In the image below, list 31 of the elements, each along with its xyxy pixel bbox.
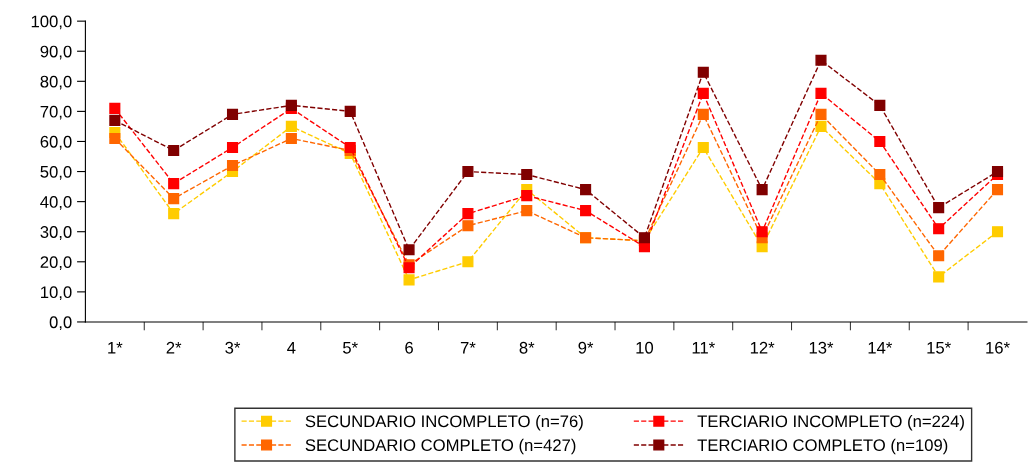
x-tick-label: 6 (405, 341, 413, 354)
x-tick-label: 3* (225, 341, 241, 354)
x-tick-label: 4 (287, 342, 296, 354)
y-tick-label: 100,0 (31, 15, 72, 30)
x-tick-label: 9* (578, 341, 594, 354)
y-tick-label: 30,0 (40, 226, 72, 240)
x-tick-label: 15* (927, 342, 951, 354)
x-tick-label: 2* (166, 341, 182, 354)
x-tick-label: 14* (868, 342, 893, 354)
y-tick-label: 10,0 (41, 286, 72, 301)
x-tick-label: 12* (750, 341, 775, 354)
y-tick-label: 70,0 (40, 105, 72, 120)
x-tick-label: 11* (692, 342, 715, 354)
y-tick-label: 40,0 (40, 196, 72, 210)
x-tick-label: 7* (460, 342, 476, 354)
y-tick-label: 80,0 (40, 75, 72, 90)
x-tick-label: 16* (986, 341, 1010, 354)
y-tick-label: 20,0 (40, 256, 72, 270)
legend-label: TERCIARIO INCOMPLETO (n=224) (697, 414, 964, 431)
y-tick-label: 0,0 (49, 316, 72, 331)
x-tick-label: 13* (809, 341, 834, 354)
legend-label: SECUNDARIO INCOMPLETO (n=76) (305, 414, 583, 431)
x-tick-label: 8* (519, 341, 535, 354)
x-tick-label: 10 (636, 341, 654, 354)
y-tick-label: 50,0 (40, 165, 72, 180)
legend-label: TERCIARIO COMPLETO (n=109) (697, 438, 948, 455)
x-tick-label: 5* (343, 342, 358, 354)
x-tick-label: 1* (108, 342, 123, 354)
y-tick-label: 60,0 (40, 135, 72, 150)
y-tick-label: 90,0 (40, 45, 72, 60)
legend-label: SECUNDARIO COMPLETO (n=427) (305, 438, 576, 455)
